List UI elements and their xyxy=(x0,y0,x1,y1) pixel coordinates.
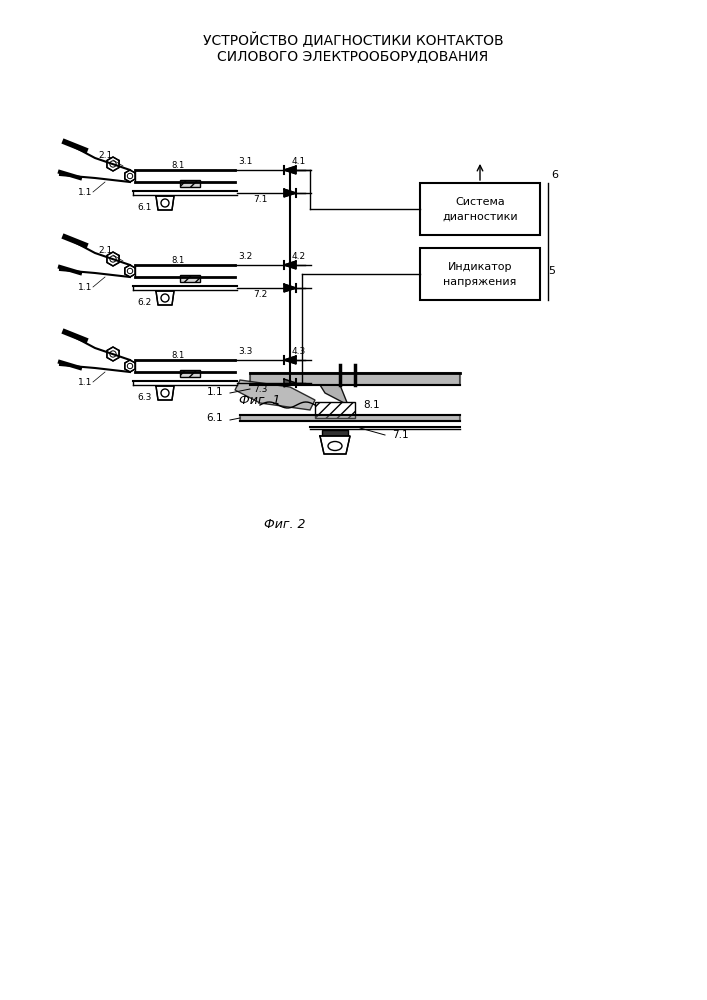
Circle shape xyxy=(110,351,116,357)
Text: 6.3: 6.3 xyxy=(138,393,152,402)
Circle shape xyxy=(110,256,116,262)
Ellipse shape xyxy=(328,442,342,450)
Text: 3.3: 3.3 xyxy=(238,347,252,356)
Text: СИЛОВОГО ЭЛЕКТРООБОРУДОВАНИЯ: СИЛОВОГО ЭЛЕКТРООБОРУДОВАНИЯ xyxy=(217,49,489,63)
Circle shape xyxy=(127,268,133,274)
Polygon shape xyxy=(320,385,348,405)
Polygon shape xyxy=(284,261,296,269)
Text: диагностики: диагностики xyxy=(442,212,518,222)
Circle shape xyxy=(161,294,169,302)
Circle shape xyxy=(127,173,133,179)
Text: 1.1: 1.1 xyxy=(78,188,92,197)
Bar xyxy=(420,183,540,235)
Circle shape xyxy=(161,389,169,397)
Bar xyxy=(180,180,200,187)
Text: 4.1: 4.1 xyxy=(292,157,306,166)
Polygon shape xyxy=(320,436,350,454)
Text: 6.1: 6.1 xyxy=(138,203,152,212)
Polygon shape xyxy=(125,360,135,372)
Bar xyxy=(420,248,540,300)
Polygon shape xyxy=(156,196,174,210)
Bar xyxy=(180,370,200,377)
Text: 6.2: 6.2 xyxy=(138,298,152,307)
Polygon shape xyxy=(284,189,296,197)
Text: 1.1: 1.1 xyxy=(78,283,92,292)
Text: 2.1: 2.1 xyxy=(98,151,112,160)
Text: напряжения: напряжения xyxy=(443,277,517,287)
Circle shape xyxy=(110,161,116,167)
Polygon shape xyxy=(107,347,119,361)
Text: 4.3: 4.3 xyxy=(292,347,306,356)
Circle shape xyxy=(127,363,133,369)
Bar xyxy=(315,402,355,418)
Polygon shape xyxy=(125,265,135,277)
Text: Фиг. 1: Фиг. 1 xyxy=(239,393,281,406)
Text: 4.2: 4.2 xyxy=(292,252,306,261)
Text: УСТРОЙСТВО ДИАГНОСТИКИ КОНТАКТОВ: УСТРОЙСТВО ДИАГНОСТИКИ КОНТАКТОВ xyxy=(203,32,503,48)
Polygon shape xyxy=(250,373,460,385)
Bar xyxy=(180,275,200,282)
Text: 8.1: 8.1 xyxy=(171,351,185,360)
Text: 7.3: 7.3 xyxy=(253,385,267,394)
Text: 3.2: 3.2 xyxy=(238,252,252,261)
Text: Фиг. 2: Фиг. 2 xyxy=(264,518,305,532)
Polygon shape xyxy=(240,415,460,421)
Text: 8.1: 8.1 xyxy=(171,161,185,170)
Polygon shape xyxy=(125,170,135,182)
Polygon shape xyxy=(235,380,315,410)
Text: 8.1: 8.1 xyxy=(171,256,185,265)
Bar xyxy=(322,430,348,436)
Polygon shape xyxy=(107,157,119,171)
Polygon shape xyxy=(284,166,296,174)
Text: 2.1: 2.1 xyxy=(98,246,112,255)
Text: 1.1: 1.1 xyxy=(78,378,92,387)
Text: 6.1: 6.1 xyxy=(206,413,223,423)
Text: 6: 6 xyxy=(551,170,559,180)
Polygon shape xyxy=(284,356,296,364)
Polygon shape xyxy=(284,379,296,387)
Text: 8.1: 8.1 xyxy=(363,400,380,410)
Text: 3.1: 3.1 xyxy=(238,157,252,166)
Circle shape xyxy=(161,199,169,207)
Text: 7.1: 7.1 xyxy=(392,430,409,440)
Polygon shape xyxy=(156,386,174,400)
Text: 5: 5 xyxy=(549,266,556,276)
Text: 7.2: 7.2 xyxy=(253,290,267,299)
Text: Система: Система xyxy=(455,197,505,207)
Text: 1.1: 1.1 xyxy=(206,387,223,397)
Polygon shape xyxy=(107,252,119,266)
Polygon shape xyxy=(284,284,296,292)
Text: 7.1: 7.1 xyxy=(253,195,267,204)
Polygon shape xyxy=(156,291,174,305)
Text: Индикатор: Индикатор xyxy=(448,262,513,272)
